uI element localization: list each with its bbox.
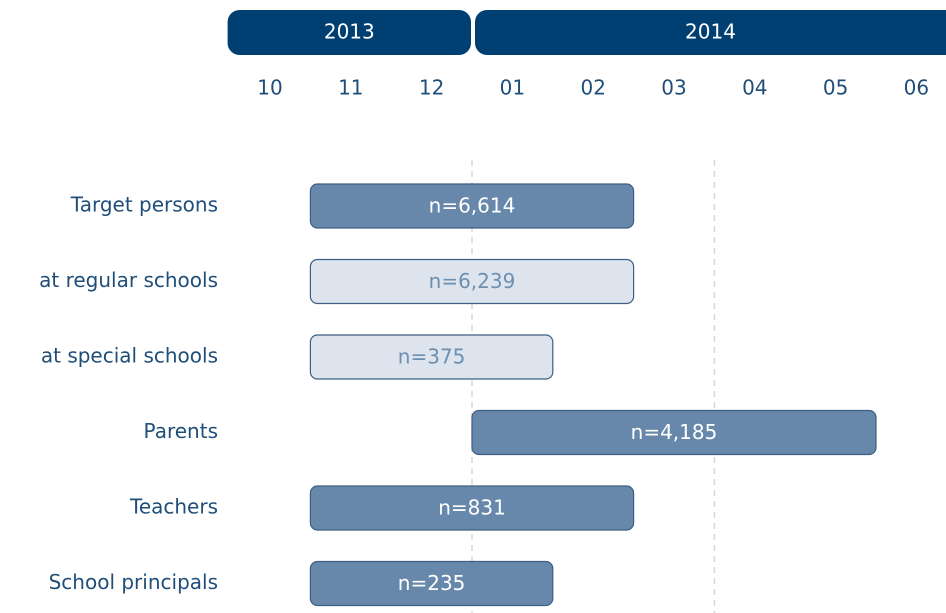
task-bar: [309, 334, 554, 380]
task-value-label: n=6,614: [429, 194, 516, 218]
task-value-label: n=6,239: [429, 269, 516, 293]
year-header: [475, 10, 946, 55]
task-bar: [471, 409, 877, 456]
month-label: 05: [823, 76, 848, 100]
year-label: 2013: [324, 20, 375, 44]
task-value-label: n=4,185: [631, 420, 718, 444]
task-bar: [309, 258, 635, 305]
task-name: School principals: [49, 570, 218, 594]
task-name: Parents: [144, 419, 218, 443]
year-label: 2014: [685, 20, 736, 44]
task-name: at regular schools: [39, 268, 218, 292]
task-bar: [309, 183, 635, 229]
task-bar: [309, 560, 554, 607]
task-name: at special schools: [41, 344, 218, 368]
year-header: [227, 10, 471, 55]
month-label: 12: [419, 76, 444, 100]
task-bar: [309, 485, 635, 531]
month-label: 03: [661, 76, 686, 100]
task-name: Teachers: [129, 495, 218, 519]
month-label: 11: [338, 76, 363, 100]
month-label: 04: [742, 76, 767, 100]
month-label: 01: [500, 76, 525, 100]
task-value-label: n=375: [398, 345, 466, 369]
task-value-label: n=831: [438, 496, 506, 520]
month-label: 06: [904, 76, 929, 100]
task-value-label: n=235: [398, 571, 466, 595]
month-label: 10: [257, 76, 282, 100]
task-name: Target persons: [70, 193, 218, 217]
month-label: 02: [580, 76, 605, 100]
